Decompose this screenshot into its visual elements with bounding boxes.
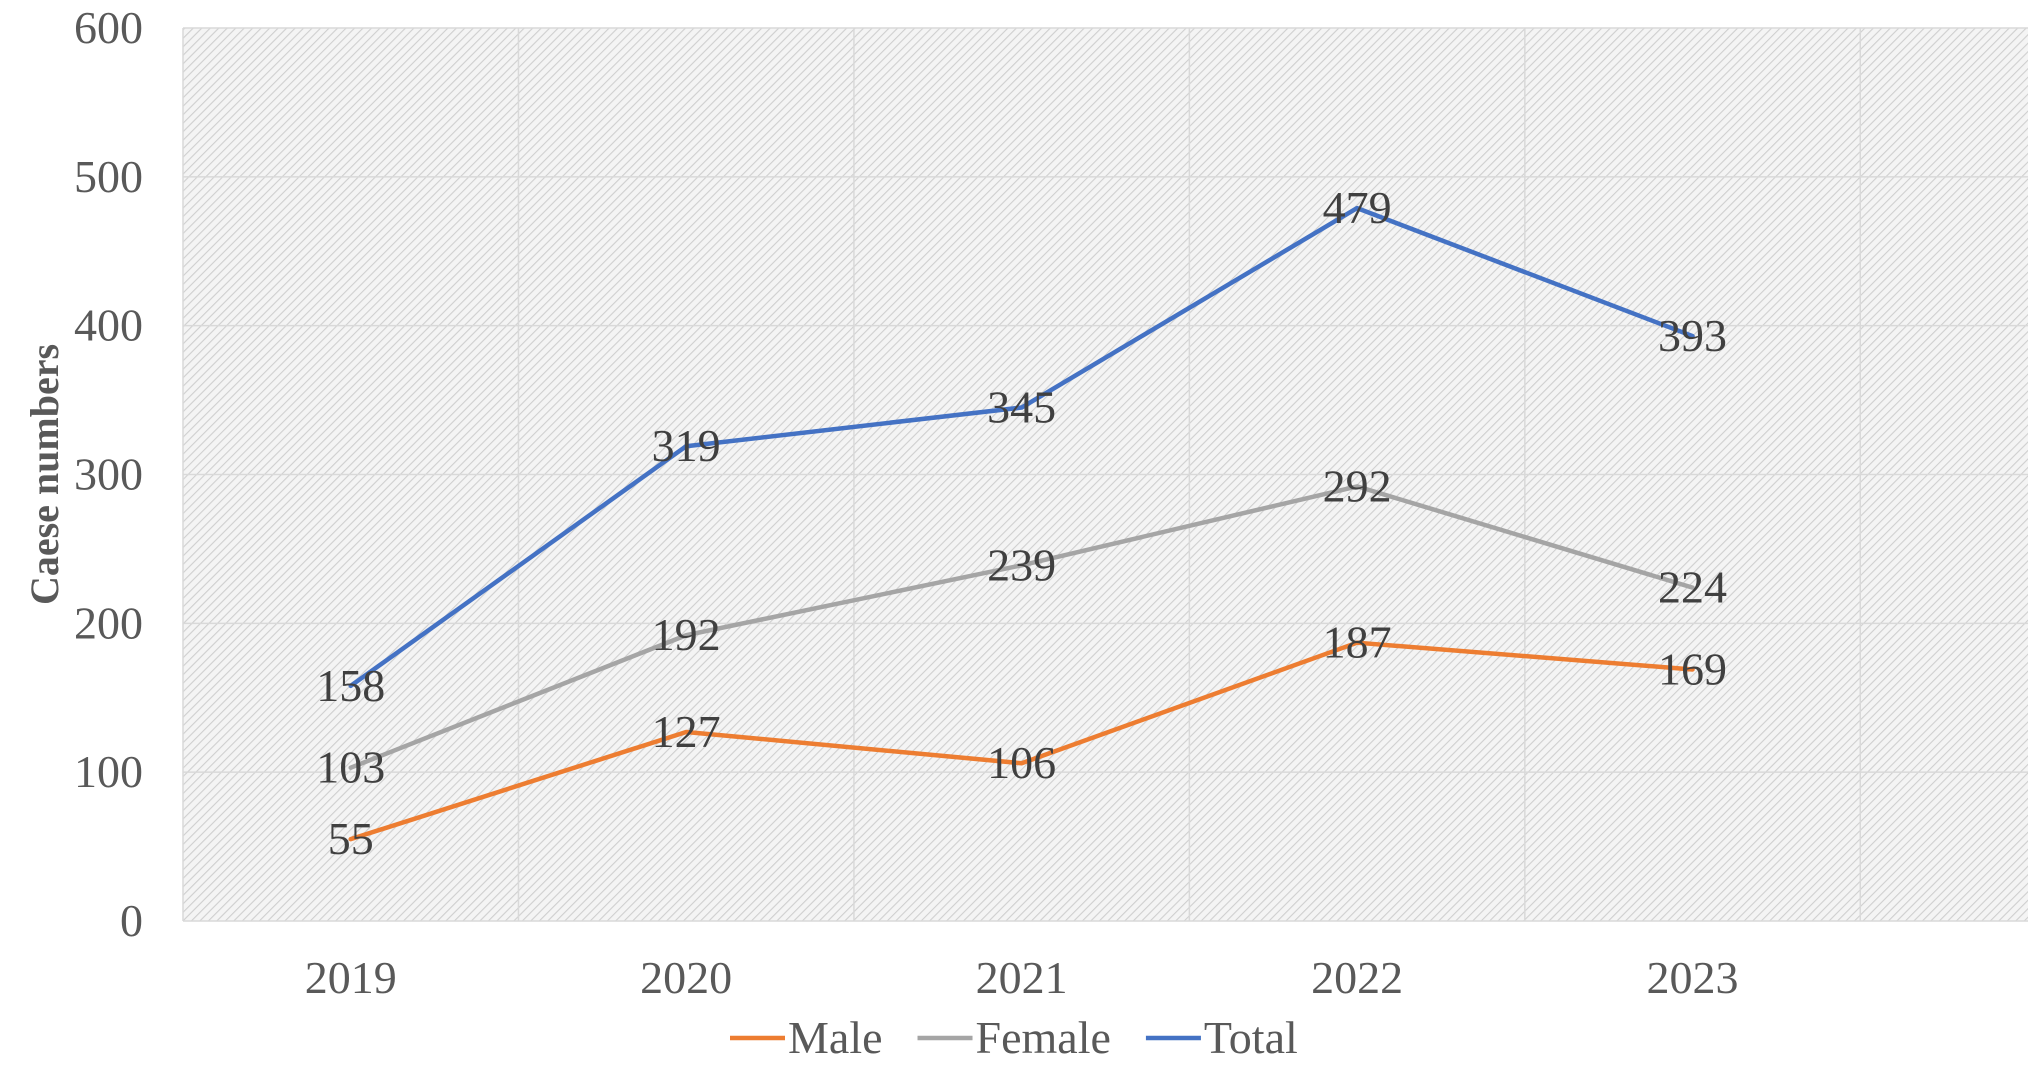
data-label: 239 (987, 539, 1056, 590)
series-lines (348, 205, 1695, 842)
y-tick-label: 0 (120, 895, 143, 946)
series-line-male (348, 640, 1695, 842)
x-tick-label: 2023 (1647, 952, 1739, 1003)
y-tick-label: 600 (74, 2, 143, 53)
data-label: 479 (1323, 182, 1392, 233)
data-label: 169 (1658, 643, 1727, 694)
legend-label: Female (976, 1012, 1111, 1063)
x-tick-label: 2021 (976, 952, 1068, 1003)
y-tick-label: 500 (74, 151, 143, 202)
y-tick-label: 100 (74, 746, 143, 797)
legend-label: Male (788, 1012, 883, 1063)
x-axis-ticks: 2019 2020 2021 2022 2023 (305, 952, 1739, 1003)
y-tick-label: 400 (74, 300, 143, 351)
data-label: 319 (652, 420, 721, 471)
x-tick-label: 2020 (640, 952, 732, 1003)
series-line-total (348, 205, 1695, 689)
data-label: 55 (328, 813, 374, 864)
legend-item-total: Total (1145, 1012, 1298, 1063)
legend-label: Total (1204, 1012, 1298, 1063)
data-label: 292 (1323, 460, 1392, 511)
data-label: 187 (1323, 617, 1392, 668)
x-tick-label: 2022 (1311, 952, 1403, 1003)
gridlines (182, 27, 2028, 922)
data-label: 192 (652, 609, 721, 660)
legend-item-female: Female (917, 1012, 1111, 1063)
data-label: 224 (1658, 562, 1727, 613)
y-axis-ticks: 0 100 200 300 400 500 600 (74, 2, 143, 946)
y-tick-label: 200 (74, 597, 143, 648)
y-tick-label: 300 (74, 449, 143, 500)
series-line-female (348, 484, 1695, 770)
data-label: 127 (652, 706, 721, 757)
data-label: 103 (316, 742, 385, 793)
x-tick-label: 2019 (305, 952, 397, 1003)
data-label: 158 (316, 660, 385, 711)
legend: Male Female Total (730, 1012, 1298, 1063)
legend-item-male: Male (730, 1012, 883, 1063)
data-label: 106 (987, 737, 1056, 788)
y-axis-title: Caese numbers (22, 344, 67, 605)
data-label: 345 (987, 382, 1056, 433)
data-label: 393 (1658, 310, 1727, 361)
data-labels: 55 127 106 187 169 103 192 239 292 224 158 319 345 47… (316, 182, 1727, 864)
